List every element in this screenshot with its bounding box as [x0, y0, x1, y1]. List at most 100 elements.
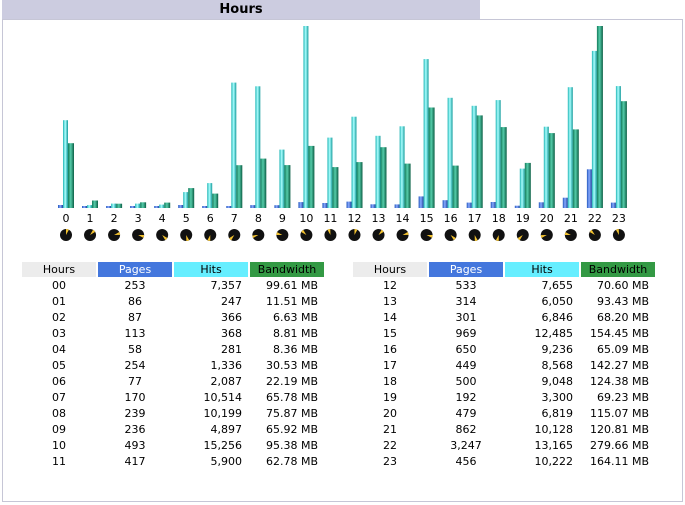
- hits-bar: [519, 168, 525, 208]
- hits-bar: [495, 100, 501, 208]
- bandwidth-cell: 93.43 MB: [596, 295, 649, 308]
- bandwidth-cell: 70.60 MB: [596, 279, 649, 292]
- bandwidth-bar: [620, 101, 627, 208]
- pages-bar: [370, 204, 376, 208]
- table-row: 17 449 8,568 142.27 MB: [353, 358, 655, 373]
- clock-icon: [60, 228, 72, 241]
- pages-bar: [82, 206, 87, 208]
- hits-cell: 247: [221, 295, 242, 308]
- hour-cell: 15: [383, 327, 397, 340]
- pages-bar: [298, 202, 304, 208]
- hour-cell: 13: [383, 295, 397, 308]
- hour-cell: 23: [383, 455, 397, 468]
- hits-cell: 7,655: [541, 279, 574, 292]
- pages-bar: [154, 206, 160, 208]
- hits-bar: [471, 105, 477, 208]
- pages-bar: [346, 201, 352, 208]
- hour-tick-label: 14: [396, 212, 410, 225]
- pages-cell: 500: [455, 375, 477, 388]
- pages-cell: 254: [124, 359, 146, 372]
- bandwidth-bar: [236, 165, 243, 208]
- bandwidth-cell: 69.23 MB: [596, 391, 649, 404]
- pages-bar: [178, 205, 184, 208]
- hits-bar: [207, 183, 213, 208]
- pages-cell: 533: [455, 279, 477, 292]
- hour-cell: 01: [52, 295, 66, 308]
- hits-cell: 10,222: [534, 455, 574, 468]
- column-header-hits: Hits: [174, 262, 248, 277]
- pages-cell: 493: [124, 439, 146, 452]
- clock-icon: [84, 229, 97, 241]
- clock-icon: [612, 229, 625, 241]
- hour-tick-label: 16: [444, 212, 458, 225]
- hour-tick-label: 12: [347, 212, 361, 225]
- clock-icon: [132, 229, 145, 241]
- bandwidth-bar: [428, 107, 435, 208]
- hits-bar: [135, 203, 141, 208]
- clock-icon: [228, 229, 241, 241]
- bandwidth-bar: [476, 115, 483, 208]
- pages-cell: 862: [455, 423, 477, 436]
- hour-tick-label: 8: [255, 212, 262, 225]
- hour-tick-label: 23: [612, 212, 626, 225]
- table-row: 06 77 2,087 22.19 MB: [22, 374, 324, 389]
- pages-cell: 192: [455, 391, 477, 404]
- bandwidth-cell: 6.63 MB: [272, 311, 318, 324]
- hits-cell: 6,819: [541, 407, 574, 420]
- hour-tick-label: 4: [159, 212, 166, 225]
- pages-cell: 58: [128, 343, 142, 356]
- bandwidth-cell: 30.53 MB: [265, 359, 318, 372]
- bandwidth-cell: 8.81 MB: [272, 327, 318, 340]
- bandwidth-bar: [548, 133, 555, 208]
- pages-bar: [58, 205, 63, 208]
- hits-cell: 4,897: [210, 423, 243, 436]
- hits-bar: [615, 86, 621, 208]
- hour-tick-label: 22: [588, 212, 602, 225]
- bandwidth-bar: [308, 145, 315, 208]
- pages-cell: 969: [455, 327, 477, 340]
- hour-tick-label: 9: [279, 212, 286, 225]
- clock-icon: [156, 229, 169, 241]
- table-row: 12 533 7,655 70.60 MB: [353, 278, 655, 293]
- hits-bar: [375, 135, 381, 208]
- hits-cell: 15,256: [203, 439, 243, 452]
- hour-cell: 22: [383, 439, 397, 452]
- hits-bar: [255, 86, 261, 208]
- pages-bar: [490, 202, 496, 208]
- bandwidth-bar: [596, 26, 603, 208]
- pages-bar: [538, 202, 544, 208]
- bandwidth-cell: 115.07 MB: [589, 407, 649, 420]
- table-row: 15 969 12,485 154.45 MB: [353, 326, 655, 341]
- bandwidth-bar: [140, 202, 147, 208]
- hour-cell: 16: [383, 343, 397, 356]
- table-row: 14 301 6,846 68.20 MB: [353, 310, 655, 325]
- hits-bar: [159, 204, 165, 208]
- hour-cell: 07: [52, 391, 66, 404]
- hour-tick-label: 0: [63, 212, 70, 225]
- hits-cell: 6,050: [541, 295, 574, 308]
- hour-tick-label: 7: [231, 212, 238, 225]
- table-row: 08 239 10,199 75.87 MB: [22, 406, 324, 421]
- hits-bar: [399, 126, 405, 208]
- bandwidth-bar: [572, 129, 579, 208]
- hour-cell: 03: [52, 327, 66, 340]
- hits-cell: 9,236: [541, 343, 574, 356]
- hits-bar: [567, 87, 573, 208]
- hours-table-right: Hours Pages Hits Bandwidth 12 533 7,655 70.…: [351, 261, 657, 470]
- pages-cell: 236: [124, 423, 146, 436]
- hour-cell: 17: [383, 359, 397, 372]
- clock-icon: [252, 229, 265, 241]
- hits-bar: [183, 192, 189, 208]
- hits-bar: [327, 137, 333, 208]
- bandwidth-cell: 142.27 MB: [589, 359, 649, 372]
- hour-cell: 19: [383, 391, 397, 404]
- table-row: 01 86 247 11.51 MB: [22, 294, 324, 309]
- pages-bar: [562, 197, 568, 208]
- table-row: 22 3,247 13,165 279.66 MB: [353, 438, 655, 453]
- hour-cell: 00: [52, 279, 66, 292]
- bandwidth-cell: 65.09 MB: [596, 343, 649, 356]
- hour-cell: 21: [383, 423, 397, 436]
- hour-cell: 10: [52, 439, 66, 452]
- column-header-hours: Hours: [353, 262, 427, 277]
- bandwidth-cell: 22.19 MB: [265, 375, 318, 388]
